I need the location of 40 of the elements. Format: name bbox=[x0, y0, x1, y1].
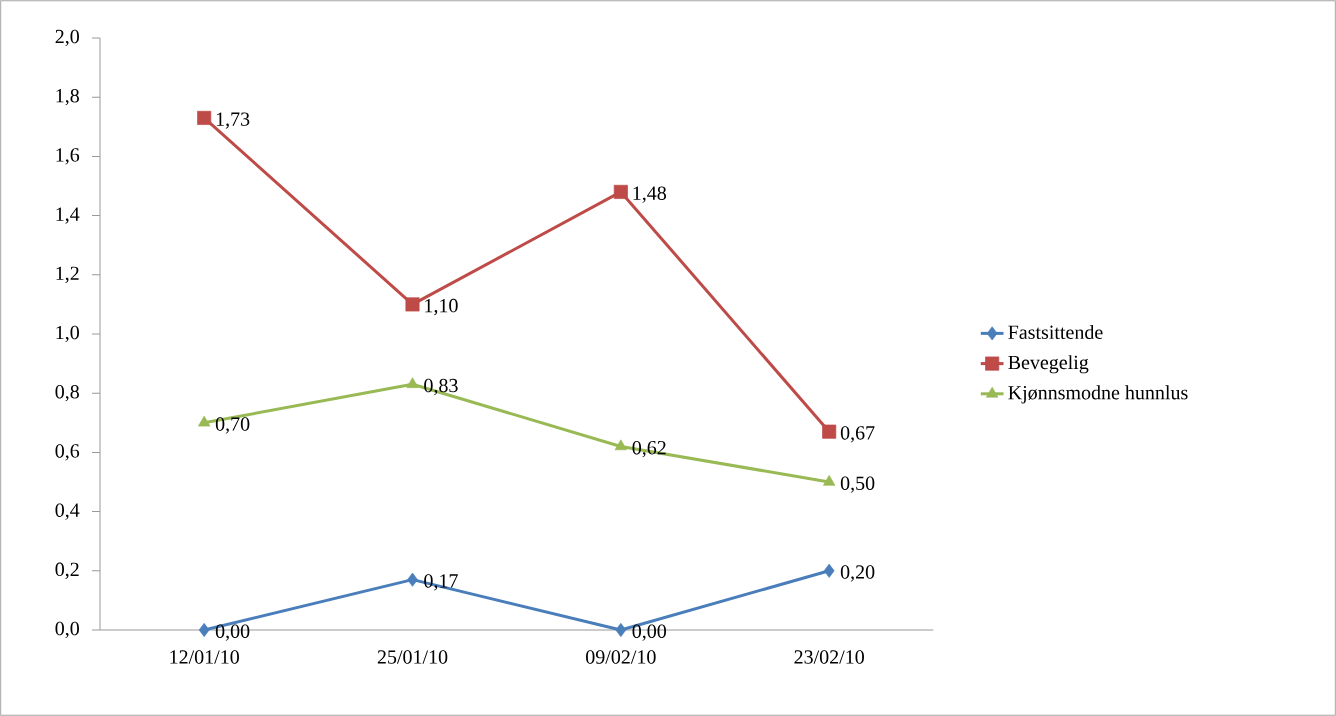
y-tick-label: 1,4 bbox=[56, 207, 80, 224]
y-tick-label: 1,2 bbox=[56, 266, 79, 283]
point bbox=[406, 377, 419, 388]
y-tick-label: 0,6 bbox=[55, 444, 80, 461]
x-tick-label: 12/01/10 bbox=[170, 650, 239, 664]
point bbox=[823, 474, 836, 486]
y-tick-label: 0,0 bbox=[55, 621, 79, 639]
point bbox=[407, 572, 418, 587]
legend-label: Kjønnsmodne hunnlus bbox=[1008, 385, 1188, 404]
data-label: 1,10 bbox=[425, 298, 458, 316]
point bbox=[198, 415, 211, 427]
point bbox=[197, 110, 212, 125]
y-tick-label: 2,0 bbox=[55, 29, 79, 47]
y-tick-label: 1,8 bbox=[56, 89, 79, 106]
y-tick-label: 0,2 bbox=[55, 562, 79, 579]
point bbox=[613, 184, 628, 199]
y-tick-label: 0,8 bbox=[55, 385, 79, 402]
data-label: 0,83 bbox=[424, 378, 458, 396]
legend-label: Fastsittende bbox=[1008, 324, 1103, 340]
point bbox=[198, 622, 210, 637]
y-tick-label: 1,6 bbox=[56, 148, 80, 165]
data-label: 0,70 bbox=[215, 417, 250, 434]
legend-label: Bevegelig bbox=[1008, 355, 1089, 374]
point bbox=[823, 563, 835, 578]
point bbox=[822, 424, 837, 439]
point bbox=[614, 439, 627, 451]
data-label: 0,67 bbox=[840, 426, 875, 443]
x-tick-label: 23/02/10 bbox=[794, 650, 864, 664]
point bbox=[615, 622, 627, 637]
data-label: 1,48 bbox=[633, 186, 667, 203]
point bbox=[405, 297, 420, 312]
y-tick-label: 0,4 bbox=[55, 503, 80, 520]
data-label: 0,20 bbox=[840, 565, 875, 582]
y-tick-label: 1,0 bbox=[56, 325, 79, 343]
data-label: 0,00 bbox=[215, 624, 250, 641]
data-label: 0,00 bbox=[632, 624, 667, 641]
data-label: 1,73 bbox=[216, 112, 250, 129]
x-tick-label: 09/02/10 bbox=[586, 650, 656, 664]
x-tick-label: 25/01/10 bbox=[377, 650, 448, 664]
data-label: 0,50 bbox=[840, 476, 875, 493]
